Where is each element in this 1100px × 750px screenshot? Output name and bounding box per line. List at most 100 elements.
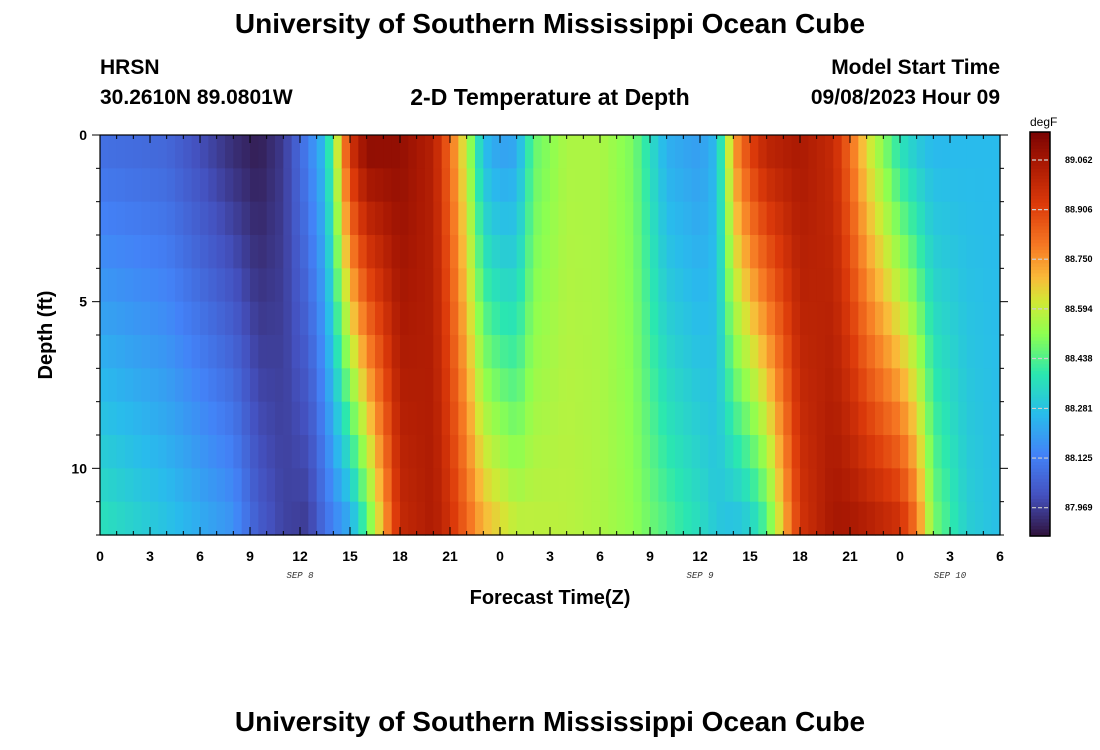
heatmap-cell [616, 501, 626, 536]
heatmap-cell [850, 435, 859, 469]
heatmap-cell [150, 235, 159, 269]
heatmap-cell [991, 268, 1001, 303]
heatmap-cell [716, 268, 726, 303]
colorbar-segment [1030, 435, 1050, 439]
heatmap-cell [775, 301, 784, 336]
heatmap-cell [416, 368, 426, 403]
heatmap-cell [933, 268, 943, 303]
heatmap-cell [825, 435, 834, 469]
heatmap-cell [950, 435, 959, 469]
heatmap-cell [216, 335, 226, 369]
heatmap-cell [150, 368, 159, 403]
heatmap-cell [358, 401, 368, 436]
heatmap-cell [225, 401, 234, 436]
heatmap-cell [158, 435, 168, 469]
heatmap-cell [558, 335, 568, 369]
heatmap-cell [491, 368, 501, 403]
heatmap-cell [725, 301, 734, 336]
heatmap-cell [458, 435, 468, 469]
heatmap-cell [766, 335, 776, 369]
heatmap-cell [416, 335, 426, 369]
heatmap-cell [658, 468, 668, 503]
heatmap-cell [983, 235, 993, 269]
heatmap-cell [716, 501, 726, 536]
heatmap-cell [983, 301, 993, 336]
heatmap-cell [983, 268, 993, 303]
heatmap-cell [966, 301, 976, 336]
heatmap-cell [458, 135, 468, 169]
heatmap-cell [466, 168, 476, 203]
heatmap-cell [608, 168, 618, 203]
heatmap-cell [766, 235, 776, 269]
heatmap-cell [116, 368, 126, 403]
heatmap-cell [950, 168, 959, 203]
heatmap-cell [150, 268, 159, 303]
heatmap-cell [425, 401, 434, 436]
heatmap-cell [241, 335, 251, 369]
heatmap-cell [350, 368, 359, 403]
heatmap-cell [283, 501, 293, 536]
x-tick-label: 12 [692, 548, 708, 564]
heatmap-cell [825, 335, 834, 369]
heatmap-cell [366, 501, 376, 536]
heatmap-cell [900, 168, 909, 203]
heatmap-cell [150, 468, 159, 503]
heatmap-cell [125, 235, 134, 269]
heatmap-cell [458, 168, 468, 203]
model-start-label: Model Start Time [831, 56, 1000, 79]
heatmap-cell [108, 301, 118, 336]
heatmap-cell [900, 501, 909, 536]
heatmap-cell [641, 301, 651, 336]
heatmap-cell [808, 135, 818, 169]
heatmap-cell [716, 201, 726, 236]
heatmap-cell [625, 335, 634, 369]
heatmap-cell [600, 401, 609, 436]
heatmap-cell [908, 435, 918, 469]
heatmap-cell [158, 135, 168, 169]
heatmap-cell [591, 135, 601, 169]
heatmap-cell [916, 135, 926, 169]
heatmap-cell [825, 135, 834, 169]
heatmap-cell [475, 201, 484, 236]
heatmap-cell [333, 401, 343, 436]
heatmap-cell [583, 335, 593, 369]
heatmap-cell [108, 368, 118, 403]
heatmap-cell [150, 435, 159, 469]
heatmap-cell [525, 168, 534, 203]
heatmap-cell [100, 201, 109, 236]
heatmap-cell [866, 301, 876, 336]
heatmap-cell [858, 301, 868, 336]
heatmap-cell [616, 468, 626, 503]
heatmap-cell [175, 235, 184, 269]
heatmap-cell [350, 435, 359, 469]
heatmap-cell [891, 501, 901, 536]
heatmap-cell [216, 201, 226, 236]
heatmap-cell [100, 235, 109, 269]
colorbar-segment [1030, 397, 1050, 402]
heatmap-cell [416, 468, 426, 503]
heatmap-cell [675, 235, 684, 269]
colorbar-segment [1030, 455, 1050, 460]
heatmap-cell [858, 168, 868, 203]
heatmap-cell [400, 335, 409, 369]
heatmap-cell [266, 201, 276, 236]
heatmap-cell [575, 401, 584, 436]
heatmap-cell [708, 135, 718, 169]
heatmap-cell [158, 368, 168, 403]
heatmap-cell [575, 235, 584, 269]
heatmap-cell [558, 368, 568, 403]
heatmap-cell [525, 301, 534, 336]
heatmap-cell [683, 468, 693, 503]
heatmap-cell [641, 268, 651, 303]
heatmap-cell [416, 301, 426, 336]
heatmap-cell [733, 435, 743, 469]
heatmap-cell [400, 201, 409, 236]
heatmap-cell [250, 201, 259, 236]
heatmap-cell [533, 501, 543, 536]
heatmap-cell [583, 135, 593, 169]
heatmap-cell [658, 268, 668, 303]
colorbar-segment [1030, 391, 1050, 396]
heatmap-cell [425, 335, 434, 369]
heatmap-cell [316, 335, 326, 369]
heatmap-cell [575, 301, 584, 336]
